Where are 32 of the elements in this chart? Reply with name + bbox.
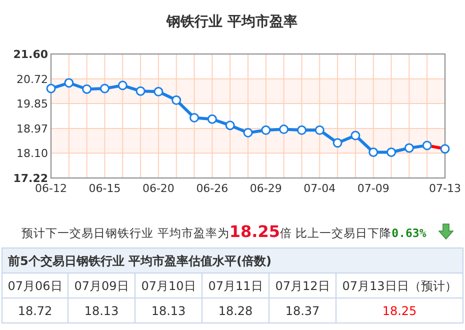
- x-tick-label: 07-04: [304, 182, 336, 195]
- y-tick-label: 18.97: [16, 122, 48, 136]
- x-tick-label: 06-15: [88, 182, 121, 195]
- x-tick-label: 06-20: [142, 182, 174, 195]
- text: 18.13: [151, 304, 186, 318]
- text: 07月06日: [8, 279, 62, 293]
- y-tick-label: 21.60: [13, 48, 48, 61]
- text: 倍 比上一交易日下降: [280, 226, 392, 240]
- y-tick-label: 19.85: [16, 98, 48, 111]
- text: 07月12日: [275, 279, 330, 293]
- text: 18.25: [382, 304, 417, 318]
- text: 18.72: [18, 304, 52, 318]
- text: 07月13日日（预计）: [342, 279, 457, 293]
- y-tick-label: 17.22: [13, 172, 48, 185]
- text: 18.25: [229, 222, 280, 241]
- text: 0.63%: [392, 226, 426, 240]
- y-tick-label: 18.10: [16, 147, 48, 160]
- y-tick-label: 20.72: [16, 72, 48, 86]
- x-tick-label: 06-29: [250, 182, 282, 195]
- x-tick-label: 06-12: [35, 182, 67, 195]
- chart-title: 钢铁行业 平均市盈率: [166, 13, 298, 30]
- text: 18.13: [84, 304, 119, 318]
- text: 前5个交易日钢铁行业 平均市盈率估值水平(倍数): [7, 254, 272, 268]
- x-tick-label: 06-26: [196, 182, 228, 195]
- text: 07月09日: [74, 279, 129, 293]
- text: 预计下一交易日钢铁行业 平均市盈率为: [22, 226, 230, 240]
- x-tick-label: 07-09: [357, 182, 390, 195]
- text: 18.28: [218, 304, 253, 318]
- text: 18.37: [285, 304, 320, 318]
- text: 07月10日: [141, 279, 196, 293]
- text: 07月11日: [208, 279, 263, 293]
- x-tick-label: 07-13: [429, 182, 461, 195]
